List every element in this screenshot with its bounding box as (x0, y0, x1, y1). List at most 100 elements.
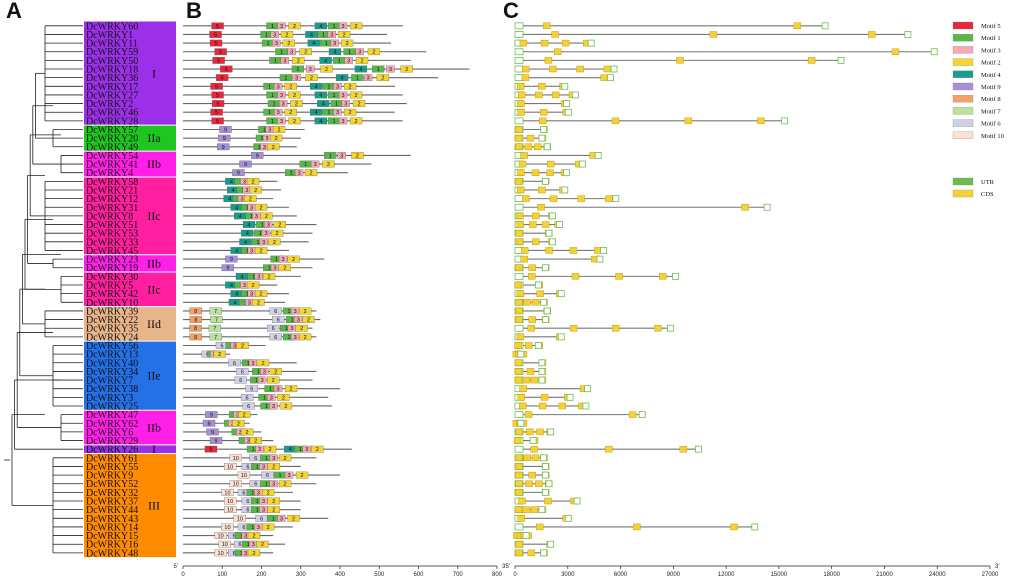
motif-box (249, 186, 262, 194)
motif-box (204, 445, 218, 453)
utr-block (638, 411, 646, 419)
motif-number: 1 (251, 490, 254, 496)
axis-b-tick-label: 0 (181, 572, 185, 578)
motif-number: 2 (357, 102, 360, 108)
cds-block (633, 523, 641, 531)
gene-label: DcWRKY11 (86, 39, 138, 50)
cds-block (528, 264, 536, 271)
motif-number: 2 (252, 551, 255, 557)
motif-number: 5 (215, 41, 218, 47)
motif-box (343, 48, 356, 56)
motif-box (314, 91, 328, 99)
motif-box (212, 57, 225, 64)
motif-number: 1 (268, 266, 271, 272)
motif-box (328, 48, 342, 56)
motif-box (269, 368, 282, 375)
motif-number: 4 (248, 223, 251, 229)
motif-box (261, 489, 275, 496)
motif-box (277, 514, 286, 522)
motif-box (288, 91, 301, 99)
motif-number: 1 (271, 119, 274, 125)
cds-block (514, 368, 523, 375)
motif-number: 9 (211, 430, 214, 436)
motif-number: 1 (288, 335, 291, 341)
motif-number: 1 (261, 223, 264, 229)
motif-number: 1 (259, 231, 262, 237)
cds-block (535, 91, 543, 99)
motif-number: 2 (360, 58, 363, 64)
motif-number: 5 (221, 76, 224, 82)
motif-box (257, 376, 267, 384)
motif-box (238, 411, 251, 418)
motif-box (267, 393, 276, 401)
motif-number: 2 (267, 490, 270, 496)
cds-block (544, 57, 553, 64)
gene-structure-panel (512, 22, 938, 557)
motif-box (242, 221, 256, 228)
motif-number: 5 (216, 24, 219, 30)
motif-number: 4 (228, 197, 231, 203)
utr-block (573, 497, 581, 505)
motif-box (269, 454, 278, 462)
motif-box (242, 402, 255, 410)
motif-number: 6 (246, 395, 249, 401)
motif-number: 2 (254, 188, 257, 194)
motif-number: 2 (276, 231, 279, 237)
motif-number: 3 (273, 32, 276, 38)
motif-number: 2 (272, 378, 275, 384)
gene-label: DcWRKY9 (86, 471, 133, 482)
axis-c-3prime: 3' (995, 564, 999, 570)
motif-box (307, 39, 320, 47)
gene-label: DcWRKY15 (86, 531, 138, 542)
cds-block (531, 169, 540, 176)
utr-block (542, 463, 549, 470)
motif-number: 1 (333, 24, 336, 30)
group-label: IIc (147, 282, 160, 296)
motif-number: 7 (214, 335, 217, 341)
motif-number: 2 (343, 32, 346, 38)
cds-block (600, 74, 608, 81)
gene-label: DcWRKY35 (86, 324, 138, 335)
gene-label: DcWRKY54 (86, 151, 138, 162)
motif-number: 1 (272, 516, 275, 522)
utr-block (549, 238, 556, 246)
motif-box (311, 445, 324, 453)
motif-number: 2 (372, 50, 375, 56)
motif-number: 1 (377, 67, 380, 73)
cds-block (520, 255, 528, 263)
motif-number: 1 (260, 136, 263, 142)
motif-number: 3 (275, 41, 278, 47)
axis-c-tick-label: 12000 (718, 572, 735, 578)
motif-number: 1 (265, 32, 268, 38)
motif-number: 1 (271, 93, 274, 99)
motif-box (305, 74, 318, 82)
motif-number: 7 (215, 318, 218, 324)
motif-number: 3 (248, 300, 251, 306)
gene-label: DcWRKY17 (86, 82, 138, 93)
motif-number: 2 (356, 153, 359, 159)
motif-number: 6 (274, 335, 277, 341)
group-label: IIa (147, 131, 161, 145)
motif-box (246, 177, 260, 185)
motif-number: 1 (325, 41, 328, 47)
motif-number: 4 (235, 292, 238, 298)
motif-number: 2 (252, 534, 255, 540)
structure-legend-label: CDS (981, 191, 994, 198)
motif-box (371, 65, 385, 73)
utr-block (563, 169, 570, 177)
cds-block (530, 506, 539, 513)
motif-box (224, 463, 237, 470)
motif-box (214, 532, 227, 539)
cds-block (531, 454, 540, 462)
utr-block (542, 316, 549, 323)
motif-number: 3 (251, 361, 254, 367)
motif-box (246, 281, 260, 289)
motif-number: 6 (246, 464, 249, 470)
cds-block (569, 247, 578, 254)
motif-box (249, 437, 262, 444)
gene-label: DcWRKY13 (86, 350, 138, 361)
motif-number: 3 (342, 93, 345, 99)
motif-number: 1 (255, 378, 258, 384)
motif-box (216, 143, 230, 151)
motif-number: 3 (262, 499, 265, 505)
